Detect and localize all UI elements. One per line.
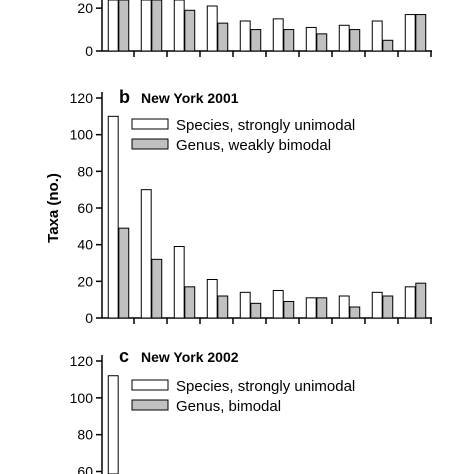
legend-label: Genus, weakly bimodal: [176, 137, 331, 154]
bar-species: [206, 5, 218, 52]
legend-swatch: [131, 118, 169, 130]
bar-species: [107, 115, 119, 319]
bar-genus: [283, 301, 295, 319]
bar-genus: [217, 295, 229, 319]
bar-genus: [151, 258, 163, 319]
y-tick-label: 0: [85, 310, 93, 326]
y-tick-label: 120: [70, 353, 94, 369]
panel-b: 0 20 40 60 80 100 120 b New York 2001 Species, st…: [70, 87, 432, 326]
y-tick-label: 40: [77, 237, 93, 253]
bar-species: [272, 290, 284, 319]
panel-title: New York 2001: [141, 90, 239, 106]
bar-species: [272, 18, 284, 52]
bar-species: [107, 0, 119, 52]
bar-genus: [118, 0, 130, 52]
bar-species: [140, 0, 152, 52]
bar-species: [371, 20, 383, 52]
panel-c: 60 80 100 120 c New York 2002 Species, strongl…: [70, 346, 355, 474]
bar-genus: [382, 39, 394, 52]
y-tick-label: 100: [70, 390, 94, 406]
bar-genus: [217, 22, 229, 52]
legend-label: Species, strongly unimodal: [176, 117, 355, 134]
y-tick-label: 60: [77, 464, 93, 474]
bar-species: [173, 0, 185, 52]
legend-label: Genus, bimodal: [176, 398, 281, 415]
bar-genus: [250, 302, 262, 319]
y-tick-label: 120: [70, 90, 94, 106]
bar-genus: [415, 282, 427, 319]
bar-genus: [184, 286, 196, 319]
bar-species: [404, 14, 416, 52]
y-tick-label: 20: [77, 273, 93, 289]
y-tick-label: 0: [85, 43, 93, 59]
y-axis-label: Taxa (no.): [45, 173, 62, 243]
legend-swatch: [131, 379, 169, 391]
y-tick-label: 20: [77, 0, 93, 16]
panel-title: New York 2002: [141, 349, 239, 365]
bar-genus: [415, 14, 427, 52]
bar-species: [239, 20, 251, 52]
bar-genus: [316, 297, 328, 319]
y-tick-label: 80: [77, 163, 93, 179]
bar-genus: [382, 295, 394, 319]
legend-swatch: [131, 138, 169, 150]
bar-species: [404, 286, 416, 319]
legend-swatch: [131, 399, 169, 411]
legend-label: Species, strongly unimodal: [176, 378, 355, 395]
bar-genus: [118, 227, 130, 319]
bar-genus: [316, 33, 328, 52]
y-tick-label: 100: [70, 127, 94, 143]
bar-species: [338, 295, 350, 319]
bar-genus: [349, 29, 361, 52]
bar-species: [140, 189, 152, 319]
panel-letter: b: [119, 87, 130, 107]
bar-species: [173, 246, 185, 319]
bar-genus: [283, 29, 295, 52]
bar-species: [239, 291, 251, 319]
panel-a: 0 20: [77, 0, 432, 59]
bar-genus: [184, 9, 196, 52]
bar-species: [338, 24, 350, 52]
bar-species: [371, 291, 383, 319]
bar-species: [206, 279, 218, 319]
bar-species: [305, 26, 317, 52]
bar-species: [107, 375, 119, 474]
y-tick-label: 80: [77, 427, 93, 443]
bar-genus: [349, 306, 361, 319]
bar-genus: [250, 29, 262, 52]
bar-genus: [151, 0, 163, 52]
bar-species: [305, 297, 317, 319]
panel-letter: c: [119, 346, 129, 366]
y-tick-label: 60: [77, 200, 93, 216]
